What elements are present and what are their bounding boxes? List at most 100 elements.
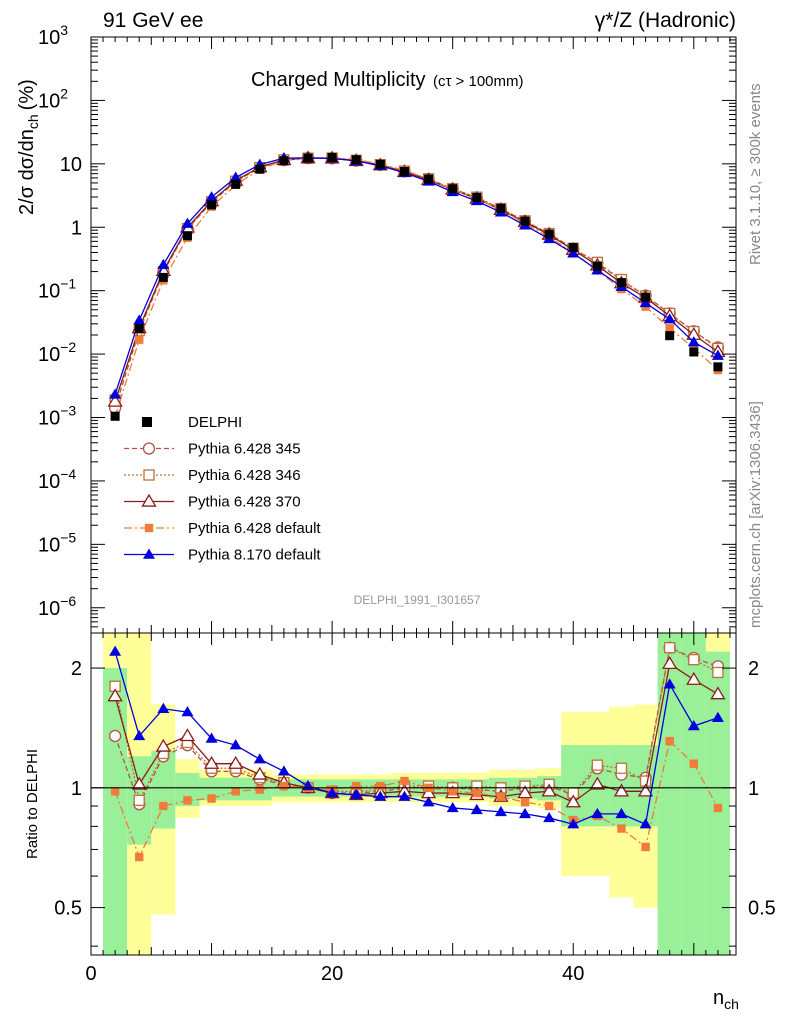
ratio-tick-label-right: 1 <box>748 778 759 800</box>
ratio-series-marker <box>326 787 339 798</box>
data-point <box>424 174 434 184</box>
main-series-marker <box>135 335 144 344</box>
main-frame <box>90 36 737 634</box>
analysis-id: DELPHI_1991_I301657 <box>354 593 481 607</box>
data-point <box>689 347 699 357</box>
data-point <box>641 292 651 302</box>
ratio-series-marker <box>108 729 122 743</box>
ratio-series-marker <box>110 787 120 796</box>
ratio-series-marker <box>494 805 507 817</box>
main-series-marker <box>205 191 218 202</box>
ratio-series-marker <box>472 788 481 798</box>
ratio-series-marker <box>520 798 530 807</box>
ratio-tick-label-right: 0.5 <box>748 898 776 920</box>
rivet-label: Rivet 3.1.10, ≥ 300k events <box>747 83 764 265</box>
ratio-series-marker <box>374 790 387 801</box>
data-point <box>231 179 241 189</box>
x-axis-label: nch <box>713 987 739 1012</box>
ratio-series-marker <box>663 678 676 689</box>
main-series-marker <box>711 349 724 360</box>
ratio-series-marker <box>637 783 654 797</box>
data-point <box>665 331 675 341</box>
y-tick-label: 10 <box>60 154 82 176</box>
ratio-series-marker <box>207 794 216 803</box>
legend-label: Pythia 8.170 default <box>188 547 321 564</box>
mcplots-label: mcplots.cern.ch [arXiv:1306.3436] <box>747 401 764 628</box>
main-series-line <box>114 157 719 395</box>
ratio-series-marker <box>253 753 266 764</box>
data-point <box>496 203 506 213</box>
ratio-series-marker <box>613 783 630 797</box>
legend-label: Pythia 6.428 default <box>188 520 321 537</box>
ratio-series-marker <box>686 671 702 685</box>
main-series-marker <box>157 258 170 269</box>
data-point <box>255 164 265 174</box>
main-series-marker <box>229 171 242 182</box>
y-tick-label: 10−6 <box>38 593 76 620</box>
ratio-series-layer <box>107 641 726 862</box>
ratio-series-marker <box>687 720 700 731</box>
ratio-series-marker <box>713 803 723 813</box>
band-green <box>151 750 176 829</box>
data-point <box>592 261 602 271</box>
ratio-series-marker <box>279 781 289 791</box>
ratio-series-marker <box>398 790 411 801</box>
x-tick-label: 0 <box>85 963 96 985</box>
main-series-layer <box>107 150 726 421</box>
ratio-series-marker <box>712 666 724 679</box>
band-green <box>681 633 706 955</box>
legend-label-data: DELPHI <box>188 414 242 431</box>
ratio-series-marker <box>350 788 363 800</box>
ratio-series-marker <box>639 818 652 829</box>
ratio-series-marker <box>710 686 726 700</box>
ratio-series-marker <box>544 801 554 811</box>
data-point <box>351 155 361 165</box>
ratio-series-marker <box>664 642 676 654</box>
ratio-series-marker <box>376 781 385 791</box>
main-series-marker <box>663 313 676 324</box>
ratio-series-marker <box>615 762 628 774</box>
legend-marker <box>144 523 154 533</box>
main-series-marker <box>687 336 700 347</box>
ratio-series-marker <box>589 776 605 790</box>
data-point <box>375 159 385 169</box>
ratio-series-marker <box>541 783 557 797</box>
main-series-marker <box>109 388 122 399</box>
legend-label: Pythia 6.428 370 <box>188 494 301 511</box>
ratio-tick-label: 1 <box>71 778 82 800</box>
main-series-marker <box>665 324 674 333</box>
legend-marker <box>143 548 155 559</box>
ratio-series-marker <box>615 807 628 819</box>
x-tick-label: 40 <box>562 963 584 985</box>
ratio-series-marker <box>543 811 556 823</box>
main-series-line <box>114 157 719 401</box>
y-tick-label: 10−1 <box>38 276 76 303</box>
ratio-uncertainty-bands <box>103 633 730 955</box>
data-point <box>279 156 289 166</box>
ratio-series-marker <box>567 818 580 829</box>
legend-marker <box>143 469 155 481</box>
ratio-series-marker <box>135 852 144 862</box>
y-tick-label: 10−2 <box>38 339 76 366</box>
ratio-series-marker <box>109 645 122 656</box>
ratio-series-marker <box>107 688 123 702</box>
ratio-series-marker <box>591 807 604 819</box>
y-tick-label: 10−3 <box>38 403 76 430</box>
data-point <box>472 192 482 202</box>
main-series-marker <box>181 217 194 228</box>
ratio-series-marker <box>157 702 170 713</box>
main-series-line <box>114 157 719 417</box>
ratio-series-marker <box>446 801 459 813</box>
ratio-series-marker <box>448 787 457 796</box>
data-point <box>616 278 626 288</box>
panel-frames: 0 20 40 10−6 10−5 10−4 10−3 10−2 10−1 1 10 102 103 0.… <box>38 22 776 985</box>
ratio-series-marker <box>711 711 724 722</box>
data-point <box>568 242 578 252</box>
ratio-series-marker <box>470 803 483 815</box>
y-tick-label: 102 <box>38 85 68 112</box>
data-point <box>520 216 530 226</box>
main-series-marker <box>107 393 123 407</box>
y-tick-label: 103 <box>38 22 68 49</box>
legend-label: Pythia 6.428 345 <box>188 441 301 458</box>
data-point <box>713 362 723 372</box>
